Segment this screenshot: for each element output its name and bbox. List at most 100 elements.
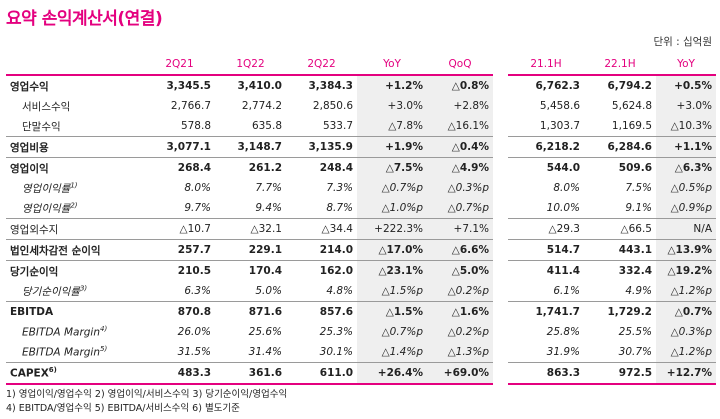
value-cell: △0.5%p <box>656 178 716 198</box>
value-cell: 6,794.2 <box>607 80 652 92</box>
value-cell: 857.6 <box>286 301 357 322</box>
header-cell <box>6 54 144 76</box>
value-cell: +1.1% <box>656 136 716 158</box>
value-cell: 972.5 <box>584 362 656 385</box>
header-2q22: 2Q22 <box>286 54 357 76</box>
value-cell: △19.2% <box>656 260 716 281</box>
value-cell: 9.7% <box>184 202 211 214</box>
value-cell: △0.2%p <box>427 322 493 342</box>
row-label-text: 당기순이익률 <box>22 285 80 298</box>
spacer-cell <box>493 239 508 261</box>
value-cell: 3,148.7 <box>215 136 286 158</box>
row-label-text: 영업이익 <box>10 162 49 175</box>
value-cell: 3,077.1 <box>144 136 215 158</box>
spacer-cell <box>493 362 508 384</box>
row-label-text: 영업이익률 <box>22 202 71 215</box>
value-cell: 229.1 <box>215 239 286 261</box>
value-cell: △0.3%p <box>427 178 493 198</box>
value-cell: +1.9% <box>357 136 427 158</box>
header-21-1h: 21.1H <box>508 54 584 76</box>
value-cell: 863.3 <box>508 362 584 385</box>
value-cell: △17.0% <box>357 239 427 261</box>
footnote-ref: 2) <box>70 201 78 209</box>
value-cell: 7.7% <box>255 182 282 194</box>
value-cell: △16.1% <box>427 116 493 137</box>
value-cell: 25.3% <box>319 326 353 338</box>
value-cell: 6,762.3 <box>535 80 580 92</box>
spacer-cell <box>493 136 508 158</box>
row-label: 영업외수지 <box>6 218 144 240</box>
value-cell: +1.2% <box>357 75 427 96</box>
value-cell: 443.1 <box>584 239 656 261</box>
value-cell: 6,218.2 <box>508 136 584 158</box>
value-cell: △1.2%p <box>656 281 716 302</box>
value-cell: 7.3% <box>326 182 353 194</box>
value-cell: 8.7% <box>326 202 353 214</box>
table-row: 당기순이익률3) 6.3% 5.0% 4.8% △1.5%p △0.2%p 6.1% 4.9%… <box>6 281 716 302</box>
header-qoq: QoQ <box>427 54 493 76</box>
row-label-text: 영업비용 <box>10 141 49 154</box>
row-label-text: EBITDA <box>10 306 54 318</box>
value-cell: 170.4 <box>215 260 286 281</box>
value-cell: N/A <box>656 218 716 240</box>
value-cell: 261.2 <box>215 157 286 178</box>
value-cell: 871.6 <box>215 301 286 322</box>
header-1q22: 1Q22 <box>215 54 286 76</box>
row-label-text: 단말수익 <box>22 120 61 133</box>
row-label: EBITDA <box>6 301 144 322</box>
value-cell: 6.1% <box>553 285 580 297</box>
table-row: 영업이익 268.4 261.2 248.4 △7.5% △4.9% 544.0 509.6 △… <box>6 157 716 178</box>
value-cell: 8.0% <box>184 182 211 194</box>
value-cell: △23.1% <box>357 260 427 281</box>
value-cell: 214.0 <box>286 239 357 261</box>
value-cell: △66.5 <box>584 218 656 240</box>
value-cell: △0.3%p <box>656 322 716 342</box>
spacer-cell <box>493 301 508 322</box>
row-label: 당기순이익률3) <box>6 281 144 302</box>
value-cell: 30.7% <box>618 346 652 358</box>
spacer-cell <box>493 198 508 219</box>
value-cell: +3.0% <box>357 96 427 116</box>
value-cell: +7.1% <box>427 218 493 240</box>
header-spacer <box>493 54 508 75</box>
table-row: 영업비용 3,077.1 3,148.7 3,135.9 +1.9% △0.4% 6,218… <box>6 136 716 158</box>
row-label: CAPEX6) <box>6 362 144 385</box>
value-cell: 2,774.2 <box>241 100 282 112</box>
value-cell: 3,345.5 <box>166 80 211 92</box>
value-cell: +2.8% <box>427 96 493 116</box>
row-label-text: 서비스수익 <box>22 100 71 113</box>
value-cell: 4.9% <box>625 285 652 297</box>
spacer-cell <box>493 75 508 96</box>
value-cell: 162.0 <box>286 260 357 281</box>
value-cell: △6.3% <box>656 157 716 178</box>
header-yoy-half: YoY <box>656 54 716 76</box>
value-cell: △0.7% <box>656 301 716 322</box>
table-row: 영업이익률2) 9.7% 9.4% 8.7% △1.0%p △0.7%p 10.0% 9.1%… <box>6 198 716 219</box>
row-label: 단말수익 <box>6 116 144 137</box>
value-cell: +12.7% <box>656 362 716 385</box>
value-cell: 6.3% <box>184 285 211 297</box>
value-cell: 3,135.9 <box>286 136 357 158</box>
spacer-cell <box>493 322 508 342</box>
value-cell: 4.8% <box>326 285 353 297</box>
value-cell: △1.2%p <box>656 342 716 363</box>
value-cell: △0.8% <box>427 75 493 96</box>
value-cell: 514.7 <box>508 239 584 261</box>
value-cell: 5,624.8 <box>611 100 652 112</box>
row-label: 영업이익률1) <box>6 178 144 198</box>
value-cell: △29.3 <box>508 218 584 240</box>
spacer-cell <box>493 116 508 137</box>
value-cell: 5,458.6 <box>539 100 580 112</box>
row-label-text: EBITDA Margin <box>22 346 101 359</box>
footnote-ref: 6) <box>48 366 57 375</box>
table-row: 영업외수지 △10.7 △32.1 △34.4 +222.3% +7.1% △29.3 △66… <box>6 218 716 240</box>
value-cell: △13.9% <box>656 239 716 261</box>
value-cell: △0.9%p <box>656 198 716 219</box>
value-cell: 2,766.7 <box>170 100 211 112</box>
value-cell: 533.7 <box>322 120 353 132</box>
row-label-text: 영업이익률 <box>22 182 71 195</box>
value-cell: +3.0% <box>656 96 716 116</box>
value-cell: 3,384.3 <box>308 80 353 92</box>
value-cell: 1,169.5 <box>611 120 652 132</box>
value-cell: 10.0% <box>546 202 580 214</box>
